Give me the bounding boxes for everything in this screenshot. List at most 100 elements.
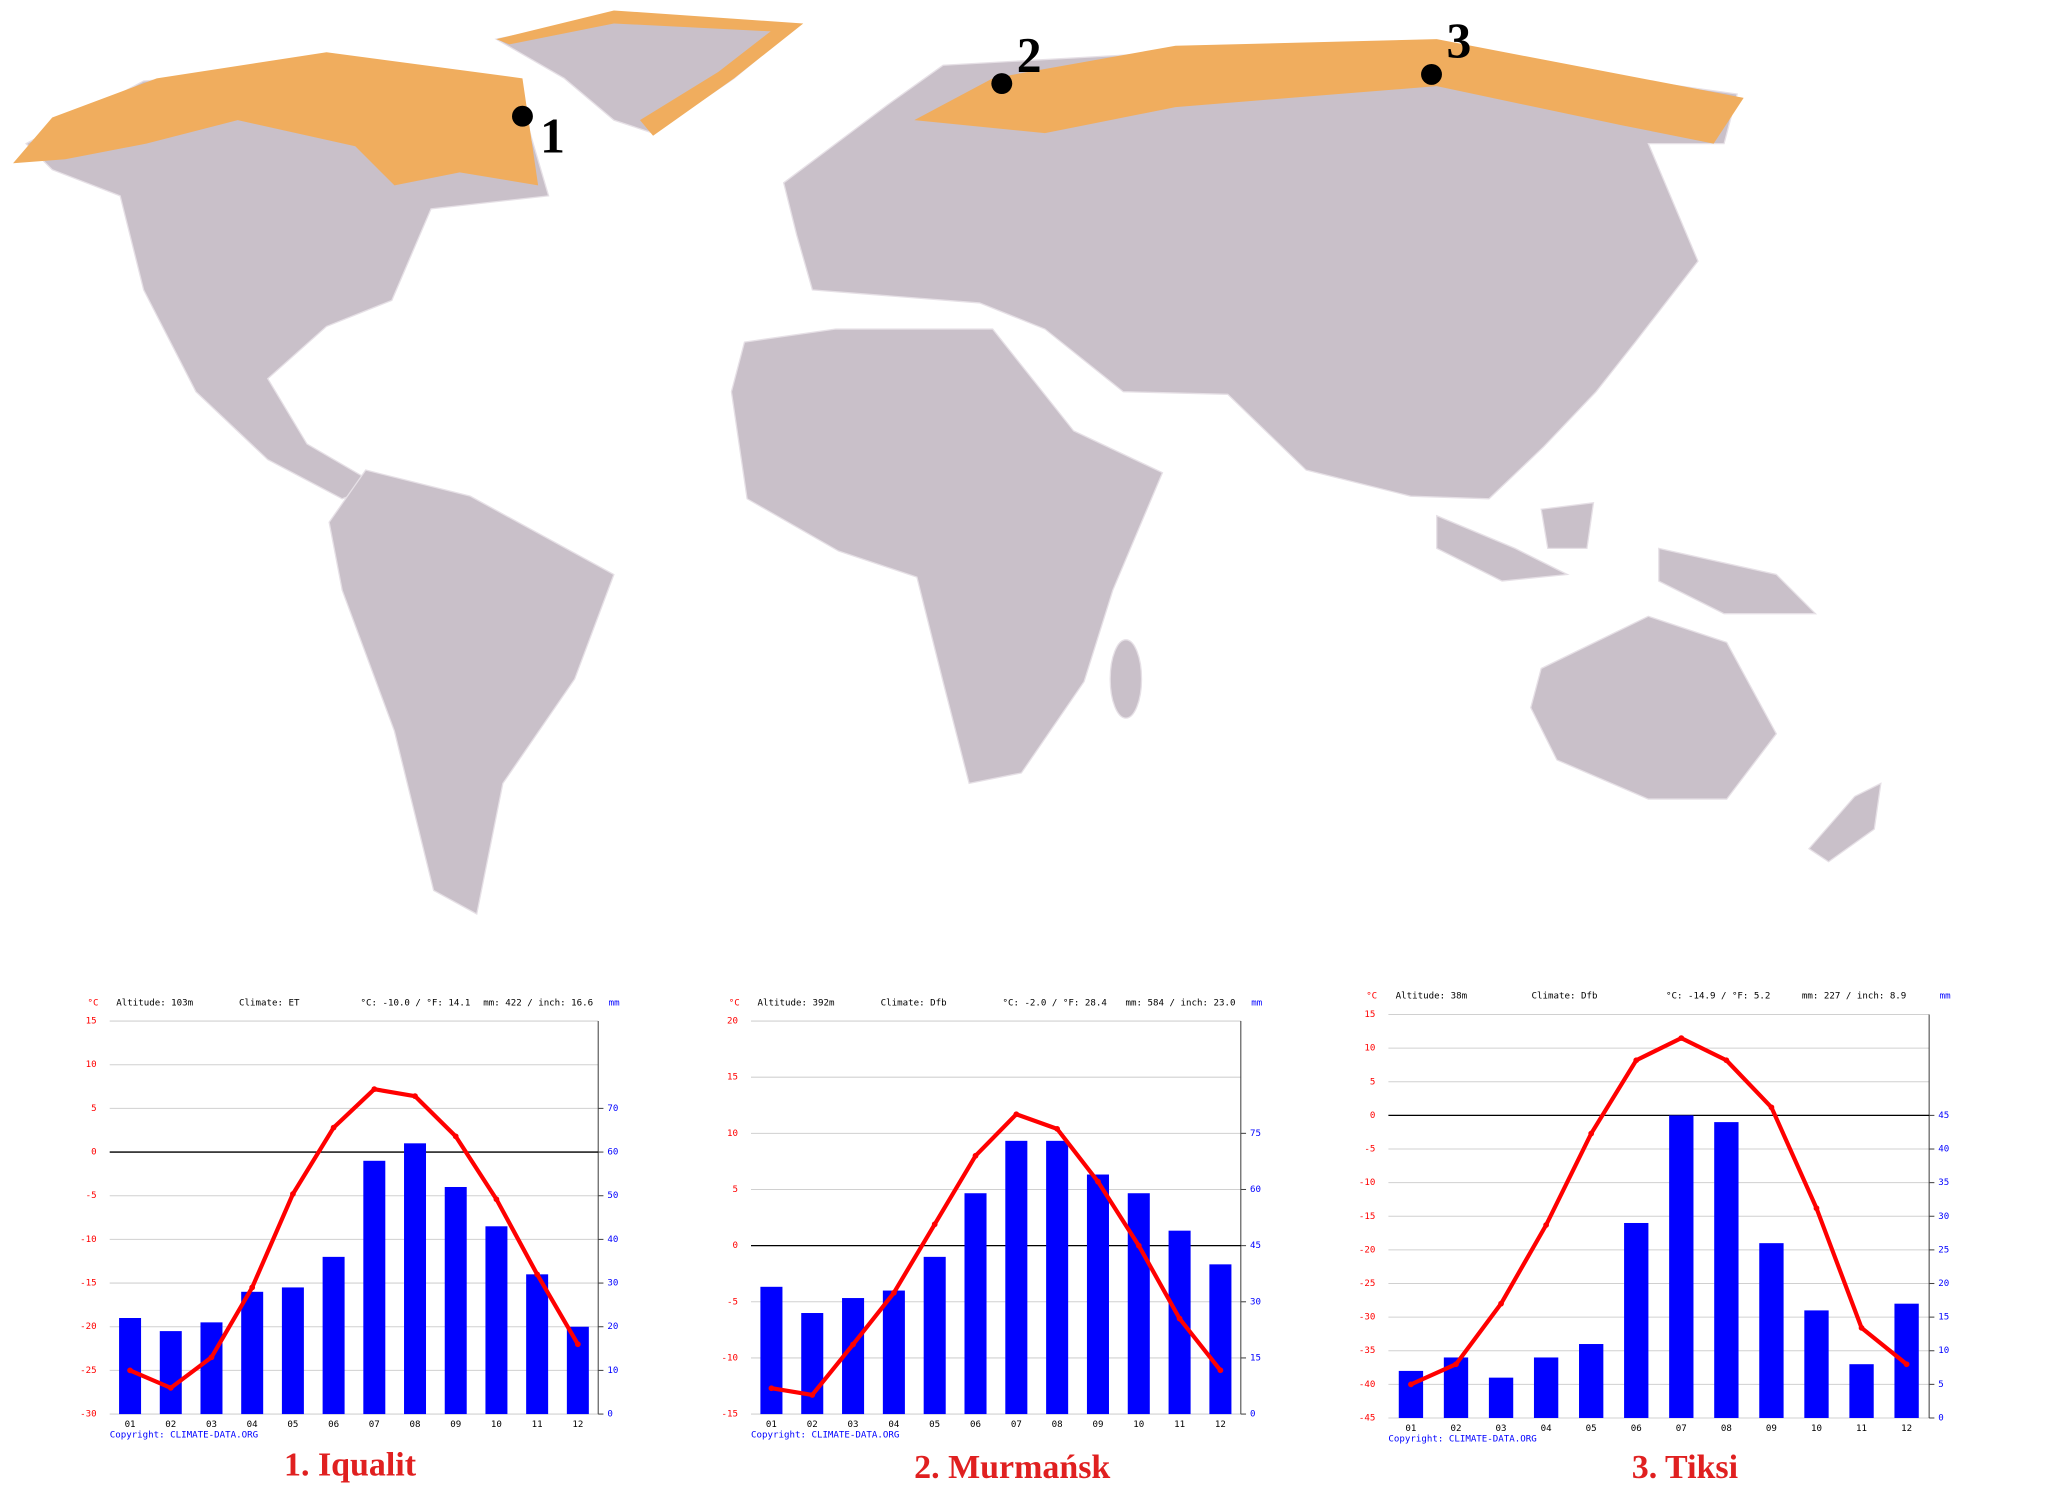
header-info: Climate: ET [239,998,300,1008]
y-tick-label: -45 [1359,1413,1375,1423]
precipitation-bar [119,1318,142,1415]
precipitation-bar [1804,1310,1829,1418]
x-tick-label: 06 [970,1420,981,1430]
right-unit: mm [1251,998,1262,1008]
y-tick-label: -25 [80,1366,96,1376]
precipitation-bar [322,1256,345,1415]
temperature-point [1633,1057,1640,1064]
y-tick-label: 20 [727,1017,738,1027]
precipitation-bar [1488,1377,1514,1418]
temperature-point [1813,1205,1820,1212]
x-tick-label: 08 [410,1420,421,1430]
precipitation-bar [1398,1370,1424,1418]
left-unit: °C [1366,992,1377,1002]
temperature-point [452,1133,459,1140]
precipitation-bar [200,1322,223,1415]
location-marker [1421,63,1442,85]
y-tick-label: -35 [1359,1346,1375,1356]
copyright: Copyright: CLIMATE-DATA.ORG [110,1430,258,1440]
y2-tick-label: 0 [607,1410,613,1420]
temperature-point [1013,1111,1020,1118]
precipitation-bar [526,1274,549,1415]
y-tick-label: -15 [721,1410,737,1420]
precipitation-bar [1005,1140,1028,1415]
tundra-greenland [496,10,804,136]
precipitation-bar [801,1313,824,1415]
precipitation-bar [1669,1115,1694,1418]
temperature-point [972,1152,979,1159]
left-unit: °C [729,998,740,1008]
y-tick-label: -5 [86,1191,97,1201]
x-tick-label: 11 [532,1420,543,1430]
header-info: °C: -14.9 / °F: 5.2 [1666,992,1770,1002]
header-info: °C: -10.0 / °F: 14.1 [360,998,470,1008]
temperature-line [129,1087,580,1390]
header-info: Climate: Dfb [1532,992,1598,1002]
precipitation-bar [964,1193,987,1415]
x-tick-label: 09 [450,1420,461,1430]
precipitation-bar [1579,1344,1604,1418]
header-info: mm: 584 / inch: 23.0 [1126,998,1236,1008]
temperature-point [1903,1361,1910,1368]
temperature-point [412,1093,418,1100]
precipitation-bar [1046,1140,1069,1415]
y2-tick-label: 75 [1250,1129,1261,1139]
marker-label: 1 [540,108,565,163]
x-tick-label: 04 [247,1420,258,1430]
precipitation-bar [882,1290,905,1415]
y2-tick-label: 30 [1938,1212,1949,1222]
precipitation-bar [1894,1303,1919,1418]
temperature-point [1858,1325,1865,1331]
y2-tick-label: 70 [607,1104,618,1114]
x-tick-label: 12 [572,1420,583,1430]
precipitation-bar [842,1298,865,1415]
y2-tick-label: 50 [607,1191,618,1201]
x-tick-label: 09 [1766,1424,1777,1434]
y-tick-label: -10 [80,1235,96,1245]
plot-background [751,1021,1241,1415]
y2-tick-label: 60 [1250,1185,1261,1195]
header-info: Climate: Dfb [881,998,947,1008]
temperature-point [493,1196,500,1203]
precipitation-bar [1759,1243,1784,1418]
tundra-canada [13,52,539,186]
header-info: °C: -2.0 / °F: 28.4 [1002,998,1107,1008]
y-tick-label: -25 [1359,1279,1375,1289]
header-info: Altitude: 392m [758,998,835,1008]
temperature-point [1678,1035,1685,1041]
y-tick-label: -10 [721,1353,737,1363]
x-tick-label: 02 [1450,1424,1461,1434]
y2-tick-label: 0 [1250,1410,1256,1420]
x-tick-label: 06 [1631,1424,1642,1434]
x-tick-label: 11 [1856,1424,1867,1434]
marker-label: 3 [1447,13,1472,68]
new-zealand [1807,782,1882,863]
y-tick-label: -5 [1364,1145,1375,1155]
x-tick-label: 02 [165,1420,176,1430]
temperature-point [574,1341,581,1348]
x-tick-label: 10 [1133,1420,1144,1430]
temperature-point [1723,1057,1730,1064]
header-info: Altitude: 103m [116,998,193,1008]
left-unit: °C [88,998,99,1008]
header-info: Altitude: 38m [1396,992,1468,1002]
y-tick-label: -10 [1359,1178,1375,1188]
y2-tick-label: 60 [607,1148,618,1158]
plot-background [109,1021,599,1415]
precipitation-bar [566,1326,589,1415]
x-tick-label: 09 [1092,1420,1103,1430]
y2-tick-label: 20 [1938,1279,1949,1289]
temperature-point [1453,1361,1459,1368]
y2-tick-label: 15 [1250,1353,1261,1363]
x-tick-label: 01 [1405,1424,1416,1434]
temperature-point [1543,1222,1549,1228]
x-tick-label: 10 [1811,1424,1822,1434]
x-tick-label: 07 [1676,1424,1687,1434]
temperature-point [1054,1125,1061,1132]
y2-tick-label: 35 [1938,1178,1949,1188]
x-tick-label: 10 [491,1420,502,1430]
tundra-eurasia [914,39,1744,144]
x-tick-label: 03 [848,1420,859,1430]
temperature-point [1176,1315,1183,1322]
africa [730,328,1164,785]
